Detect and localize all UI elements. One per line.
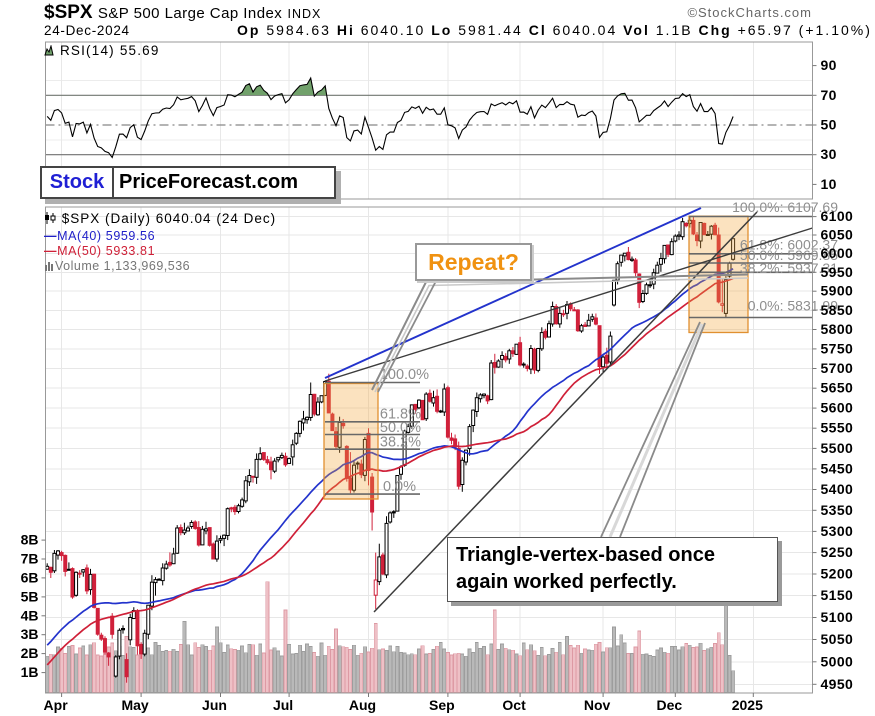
svg-text:5800: 5800 — [821, 321, 854, 337]
svg-text:5400: 5400 — [821, 481, 854, 497]
svg-text:5700: 5700 — [821, 360, 854, 376]
svg-text:Jun: Jun — [202, 697, 227, 713]
svg-text:5300: 5300 — [821, 523, 854, 539]
svg-text:Aug: Aug — [349, 697, 376, 713]
svg-text:Jul: Jul — [273, 697, 293, 713]
svg-text:5500: 5500 — [821, 440, 854, 456]
svg-text:50.0%: 5969.85: 50.0%: 5969.85 — [740, 247, 838, 263]
svg-text:Dec: Dec — [656, 697, 682, 713]
svg-text:50: 50 — [821, 117, 837, 133]
svg-text:2025: 2025 — [732, 697, 763, 713]
svg-text:2B: 2B — [21, 645, 39, 661]
svg-text:5250: 5250 — [821, 544, 854, 560]
svg-text:0.0%: 5831.99: 0.0%: 5831.99 — [748, 298, 839, 314]
svg-text:5B: 5B — [21, 588, 39, 604]
svg-text:0.0%: 0.0% — [383, 479, 416, 495]
svg-text:5050: 5050 — [821, 631, 854, 647]
svg-text:5150: 5150 — [821, 587, 854, 603]
svg-text:Nov: Nov — [584, 697, 611, 713]
svg-text:Apr: Apr — [44, 697, 69, 713]
svg-text:5600: 5600 — [821, 400, 854, 416]
svg-text:70: 70 — [821, 87, 837, 103]
svg-text:8B: 8B — [21, 532, 39, 548]
svg-text:5650: 5650 — [821, 380, 854, 396]
svg-text:6100: 6100 — [821, 208, 854, 224]
svg-text:30: 30 — [821, 146, 837, 162]
svg-text:Sep: Sep — [429, 697, 455, 713]
svg-text:3B: 3B — [21, 626, 39, 642]
svg-text:6000: 6000 — [821, 245, 854, 261]
svg-text:May: May — [121, 697, 148, 713]
svg-text:5850: 5850 — [821, 302, 854, 318]
svg-text:5550: 5550 — [821, 420, 854, 436]
svg-text:61.8%: 61.8% — [380, 407, 421, 423]
svg-text:4950: 4950 — [821, 676, 854, 692]
svg-text:6050: 6050 — [821, 227, 854, 243]
svg-text:10: 10 — [821, 176, 837, 192]
svg-text:50.0%: 50.0% — [380, 420, 421, 436]
svg-text:5750: 5750 — [821, 340, 854, 356]
svg-text:100.0%: 100.0% — [380, 367, 429, 383]
svg-text:38.2%: 38.2% — [380, 435, 421, 451]
svg-text:5350: 5350 — [821, 502, 854, 518]
svg-text:5450: 5450 — [821, 460, 854, 476]
svg-text:6B: 6B — [21, 569, 39, 585]
svg-text:1B: 1B — [21, 664, 39, 680]
svg-text:61.8%: 6002.37: 61.8%: 6002.37 — [740, 237, 838, 253]
svg-text:5200: 5200 — [821, 566, 854, 582]
svg-text:5000: 5000 — [821, 653, 854, 669]
svg-text:5100: 5100 — [821, 609, 854, 625]
svg-text:Oct: Oct — [502, 697, 526, 713]
svg-text:90: 90 — [821, 57, 837, 73]
svg-text:5950: 5950 — [821, 264, 854, 280]
svg-text:7B: 7B — [21, 551, 39, 567]
svg-text:5900: 5900 — [821, 283, 854, 299]
svg-text:4B: 4B — [21, 607, 39, 623]
